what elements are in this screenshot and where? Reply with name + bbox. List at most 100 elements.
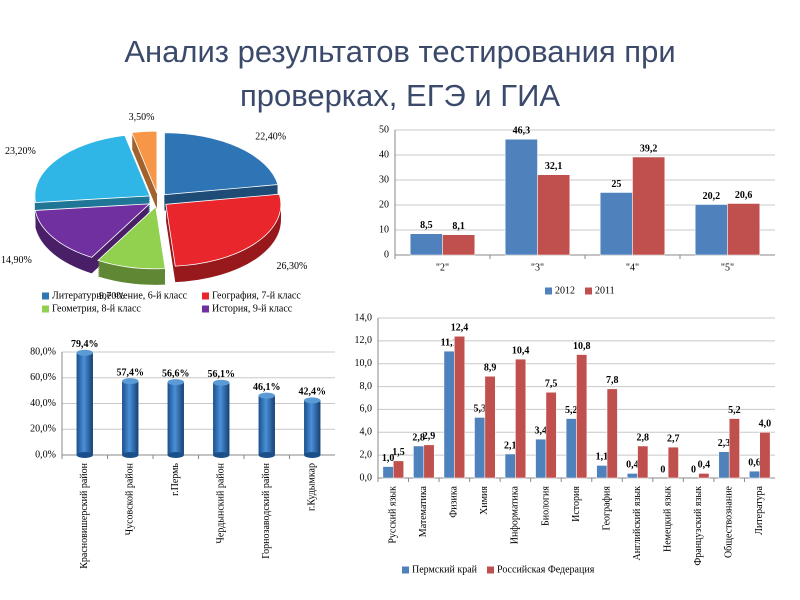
value-label: 10,4 (512, 345, 530, 356)
bar (759, 432, 771, 479)
value-label: 39,2 (640, 143, 658, 154)
value-label: 8,5 (420, 220, 433, 231)
value-label: 0 (660, 464, 665, 475)
x-tick-label: "4" (626, 262, 639, 273)
value-label: 46,1% (253, 382, 281, 393)
slice-label: 3,50% (129, 112, 155, 123)
bar (484, 376, 496, 479)
value-label: 57,4% (117, 367, 145, 378)
bar (606, 388, 618, 479)
bar (504, 139, 538, 256)
value-label: 79,4% (71, 339, 99, 350)
value-label: 12,4 (451, 323, 469, 334)
bar (596, 465, 608, 479)
pie-slice (164, 132, 279, 196)
bar (76, 352, 93, 455)
legend-label: 2011 (595, 285, 615, 296)
slice-label: 26,30% (276, 261, 307, 272)
y-tick-label: 0,0% (35, 449, 56, 460)
bar (632, 156, 666, 256)
pie-slice (34, 203, 151, 258)
x-tick-label: "5" (721, 262, 734, 273)
bar (409, 233, 443, 256)
value-label: 0 (691, 464, 696, 475)
y-tick-label: 80,0% (30, 346, 56, 357)
y-tick-label: 6,0 (360, 404, 373, 415)
legend-label: 2012 (555, 285, 575, 296)
value-label: 0,4 (698, 460, 711, 471)
bar (599, 192, 633, 256)
legend-label: География, 7-й класс (212, 290, 301, 301)
x-tick-label: г.Кудымкар (307, 463, 318, 511)
bar-cap (122, 378, 139, 385)
value-label: 25 (611, 179, 621, 190)
x-tick-label: Литература (754, 485, 765, 534)
slice-label: 9,70% (99, 291, 125, 302)
bar (576, 354, 588, 479)
pie-slice (131, 130, 158, 194)
y-tick-label: 30 (379, 174, 389, 185)
legend-label: История, 9-й класс (212, 303, 293, 314)
bar (515, 358, 527, 479)
y-tick-label: 8,0 (360, 381, 373, 392)
value-label: 1,5 (392, 447, 405, 458)
x-tick-label: г.Пермь (170, 463, 181, 496)
x-tick-label: Физика (449, 485, 460, 517)
bar-cap (304, 397, 321, 404)
value-label: 42,4% (299, 387, 327, 398)
value-label: 11,1 (441, 337, 458, 348)
bar (694, 204, 728, 256)
bar (727, 203, 761, 256)
x-tick-label: Французский язык (693, 486, 704, 566)
value-label: 4,0 (759, 419, 772, 430)
x-tick-label: История (571, 486, 582, 522)
value-label: 7,8 (606, 375, 619, 386)
bar (718, 451, 730, 479)
bar (474, 417, 486, 479)
bar (698, 473, 710, 479)
bar (667, 446, 679, 479)
bar (565, 418, 577, 479)
legend-label: Российская Федерация (497, 564, 595, 575)
x-tick-label: Чердынский район (216, 462, 227, 543)
slice-label: 22,40% (255, 131, 286, 142)
y-tick-label: 4,0 (360, 427, 373, 438)
x-tick-label: Биология (540, 486, 551, 526)
x-tick-label: География (601, 486, 612, 531)
bar-base (167, 452, 184, 458)
bar (393, 460, 404, 479)
value-label: 2,8 (637, 432, 650, 443)
legend-swatch (202, 292, 209, 300)
slice-label: 23,20% (5, 146, 36, 157)
value-label: 10,8 (573, 341, 591, 352)
bar (626, 473, 638, 479)
legend-label: Пермский край (412, 564, 478, 575)
y-tick-label: 40 (379, 149, 389, 160)
y-tick-label: 60,0% (30, 372, 56, 383)
value-label: 56,1% (208, 369, 236, 380)
legend-swatch (42, 305, 49, 313)
legend-label: Геометрия, 8-й класс (52, 303, 141, 314)
bar-base (304, 452, 321, 458)
value-label: 5,3 (473, 404, 486, 415)
bar-base (76, 452, 93, 458)
value-label: 8,1 (452, 221, 465, 232)
value-label: 2,7 (667, 433, 680, 444)
bar (443, 350, 455, 479)
x-tick-label: "3" (531, 262, 544, 273)
bar (545, 392, 557, 479)
bar (423, 444, 435, 479)
value-label: 20,6 (735, 190, 753, 201)
value-label: 5,2 (565, 405, 578, 416)
x-tick-label: Русский язык (388, 486, 399, 544)
value-label: 0,4 (626, 460, 639, 471)
x-tick-label: Чусовской район (125, 462, 136, 535)
y-tick-label: 12,0 (355, 335, 373, 346)
bar (413, 445, 425, 479)
bar-cap (213, 379, 230, 386)
x-tick-label: Химия (479, 486, 490, 515)
x-tick-label: Информатика (510, 485, 521, 544)
bar-cap (76, 349, 93, 356)
